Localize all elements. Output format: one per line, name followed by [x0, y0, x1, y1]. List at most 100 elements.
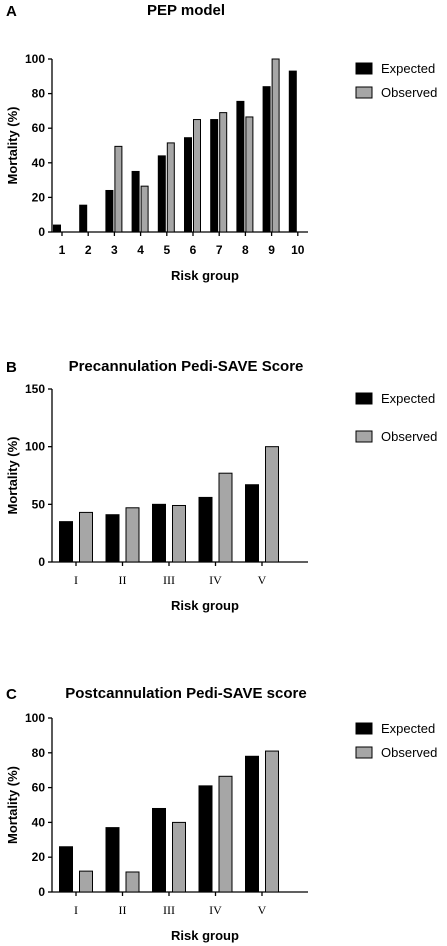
bar-observed-5	[166, 142, 175, 233]
chart-panel-a: A PEP model 0 20 40 60 80 100 Mortality (%) 1 2 3 4 5…	[5, 2, 437, 283]
y-axis-title: Mortality (%)	[5, 107, 20, 185]
bar-expected-iii	[152, 807, 166, 893]
bar-expected-v	[245, 755, 259, 893]
bar-expected-9	[262, 86, 271, 233]
x-tick-label: II	[119, 573, 127, 587]
x-tick-label: 9	[268, 243, 275, 257]
y-tick-label: 60	[32, 121, 46, 135]
bar-observed-7	[219, 112, 228, 233]
panel-letter: B	[6, 359, 17, 376]
x-tick-label: 5	[163, 243, 170, 257]
y-tick-label: 100	[25, 52, 45, 66]
bar-expected-ii	[105, 827, 120, 893]
bar-expected-i	[59, 846, 73, 893]
x-tick-label: IV	[209, 573, 222, 587]
y-tick-label: 20	[32, 850, 46, 864]
legend-label-expected: Expected	[381, 721, 435, 736]
panel-letter: C	[6, 686, 17, 703]
x-tick-label: 10	[291, 243, 305, 257]
bar-observed-iv	[218, 472, 233, 563]
y-tick-label: 20	[32, 190, 46, 204]
y-axis-title: Mortality (%)	[5, 766, 20, 844]
x-tick-label: 4	[137, 243, 144, 257]
chart-title: Postcannulation Pedi-SAVE score	[65, 685, 306, 702]
legend-label-observed: Observed	[381, 429, 437, 444]
y-tick-label: 50	[32, 497, 46, 511]
bar-observed-iii	[172, 821, 186, 893]
bar-expected-6	[184, 137, 192, 233]
x-tick-label: I	[74, 903, 78, 917]
bar-observed-iv	[218, 775, 233, 893]
bar-expected-iii	[152, 503, 166, 563]
y-tick-label: 60	[32, 781, 46, 795]
x-axis-title: Risk group	[171, 598, 239, 613]
bar-observed-8	[245, 116, 254, 233]
bar-expected-5	[157, 155, 166, 233]
x-tick-label: IV	[209, 903, 222, 917]
bar-expected-1	[53, 224, 61, 233]
bar-observed-6	[193, 119, 201, 233]
bar-expected-i	[59, 521, 73, 563]
x-tick-label: 8	[242, 243, 249, 257]
x-tick-label: 6	[190, 243, 197, 257]
y-tick-label: 0	[38, 555, 45, 569]
x-tick-label: 2	[85, 243, 92, 257]
chart-title: Precannulation Pedi-SAVE Score	[69, 358, 304, 375]
bar-expected-8	[236, 100, 245, 233]
bar-expected-iv	[198, 496, 213, 563]
bar-expected-v	[245, 484, 259, 563]
x-tick-label: II	[119, 903, 127, 917]
y-tick-label: 150	[25, 382, 45, 396]
x-tick-label: 1	[59, 243, 66, 257]
bar-expected-4	[131, 170, 140, 233]
panel-letter: A	[6, 3, 17, 20]
x-tick-label: V	[258, 903, 267, 917]
y-tick-label: 100	[25, 711, 45, 725]
x-axis-title: Risk group	[171, 928, 239, 943]
chart-panel-b: B Precannulation Pedi-SAVE Score 0 50 100 150…	[5, 358, 437, 613]
legend-label-expected: Expected	[381, 391, 435, 406]
legend-swatch-expected	[355, 392, 373, 405]
bar-expected-2	[79, 204, 88, 233]
legend-label-expected: Expected	[381, 61, 435, 76]
x-tick-label: III	[163, 573, 175, 587]
bar-observed-9	[271, 58, 280, 233]
y-tick-label: 40	[32, 156, 46, 170]
y-tick-label: 40	[32, 815, 46, 829]
bar-expected-ii	[105, 514, 120, 563]
bar-observed-4	[140, 185, 149, 233]
chart-title: PEP model	[147, 2, 225, 19]
legend-swatch-observed	[355, 430, 373, 443]
legend-swatch-expected	[355, 722, 373, 735]
bar-observed-ii	[125, 871, 140, 893]
y-tick-label: 0	[38, 885, 45, 899]
legend: Expected Observed	[355, 61, 437, 100]
bar-expected-iv	[198, 785, 213, 893]
legend-label-observed: Observed	[381, 85, 437, 100]
bar-observed-ii	[125, 507, 140, 563]
bar-observed-iii	[172, 504, 186, 563]
x-tick-label: III	[163, 903, 175, 917]
x-tick-label: 3	[111, 243, 118, 257]
x-tick-label: 7	[216, 243, 223, 257]
y-tick-label: 80	[32, 746, 46, 760]
x-axis-title: Risk group	[171, 268, 239, 283]
chart-panel-c: C Postcannulation Pedi-SAVE score 0 20 40 60 8…	[5, 685, 437, 943]
bar-expected-3	[105, 189, 114, 233]
y-axis-title: Mortality (%)	[5, 437, 20, 515]
bar-observed-v	[265, 750, 279, 893]
x-tick-label: V	[258, 573, 267, 587]
y-tick-label: 0	[38, 225, 45, 239]
legend-label-observed: Observed	[381, 745, 437, 760]
legend-swatch-expected	[355, 62, 373, 75]
x-tick-label: I	[74, 573, 78, 587]
bar-observed-3	[114, 145, 123, 233]
bar-expected-10	[288, 70, 297, 233]
bar-observed-v	[265, 446, 279, 563]
y-tick-label: 80	[32, 87, 46, 101]
legend-swatch-observed	[355, 746, 373, 759]
bar-observed-i	[79, 870, 93, 893]
legend: Expected Observed	[355, 721, 437, 760]
y-tick-label: 100	[25, 440, 45, 454]
legend-swatch-observed	[355, 86, 373, 99]
